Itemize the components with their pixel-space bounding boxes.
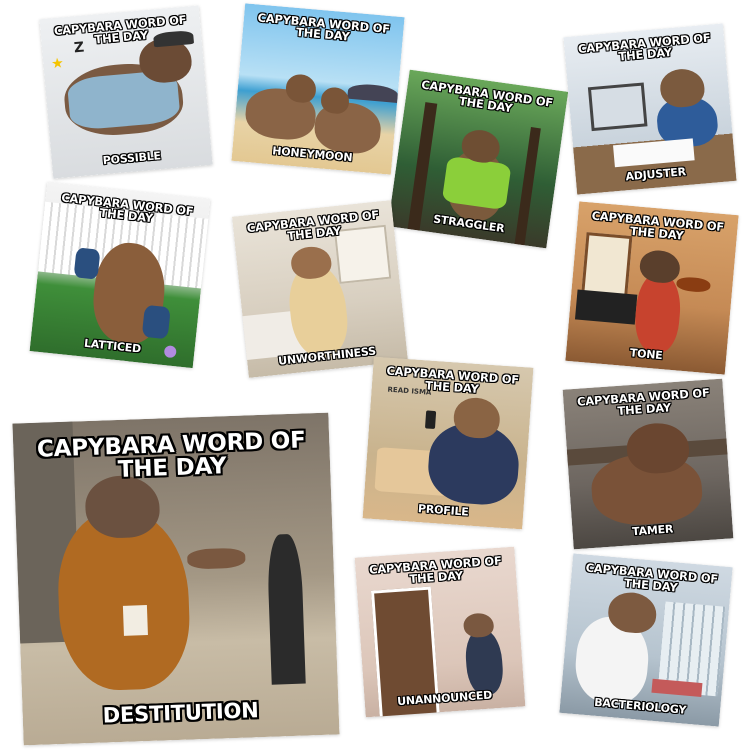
meme-card-straggler: CAPYBARA WORD OF THE DAY STRAGGLER	[387, 69, 569, 249]
star-decor: ★	[50, 55, 65, 73]
island	[347, 82, 399, 103]
meme-card-unannounced: CAPYBARA WORD OF THE DAY UNANNOUNCED	[354, 546, 526, 718]
phone	[424, 410, 437, 430]
meme-card-adjuster: CAPYBARA WORD OF THE DAY ADJUSTER	[563, 23, 737, 195]
glove	[73, 247, 101, 280]
meme-card-latticed: CAPYBARA WORD OF THE DAY LATTICED	[29, 181, 211, 369]
bollard	[266, 533, 306, 685]
meme-card-bacteriology: CAPYBARA WORD OF THE DAY BACTERIOLOGY	[559, 553, 733, 727]
meme-card-tone: CAPYBARA WORD OF THE DAY TONE	[565, 201, 739, 375]
meme-card-destitution: CAPYBARA WORD OF THE DAY DESTITUTION	[12, 412, 340, 746]
meme-card-unworthiness: CAPYBARA WORD OF THE DAY UNWORTHINESS	[231, 200, 409, 378]
monitor	[587, 82, 648, 132]
glove	[141, 304, 171, 340]
meme-card-tamer: CAPYBARA WORD OF THE DAY TAMER	[562, 378, 734, 550]
capybara-head	[84, 474, 161, 540]
meme-card-possible: ★ Z CAPYBARA WORD OF THE DAY POSSIBLE	[39, 5, 213, 179]
piano	[574, 289, 638, 325]
badge	[122, 605, 148, 636]
meme-card-profile: READ ISMA CAPYBARA WORD OF THE DAY PROFI…	[362, 356, 534, 530]
meme-card-honeymoon: CAPYBARA WORD OF THE DAY HONEYMOON	[231, 3, 405, 175]
paw	[186, 547, 246, 570]
backpack	[441, 155, 512, 211]
paper	[613, 138, 695, 168]
test-tube-rack	[651, 678, 703, 698]
capybara-body	[463, 627, 505, 697]
violin	[675, 276, 711, 294]
